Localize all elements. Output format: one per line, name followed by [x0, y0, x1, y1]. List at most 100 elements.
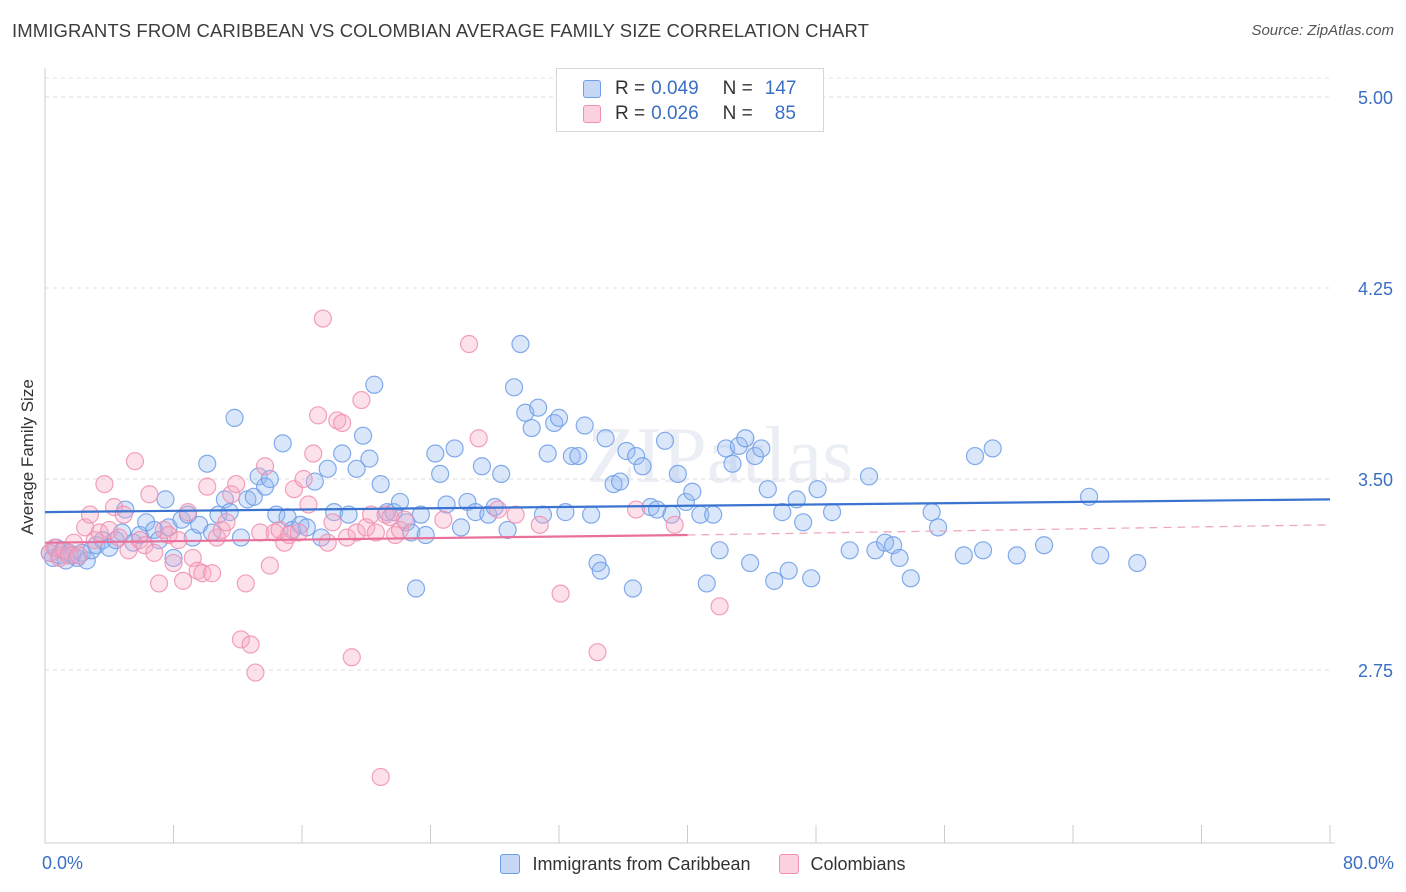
watermark: ZIPatlas	[587, 412, 854, 500]
data-point	[249, 467, 268, 486]
data-point	[802, 569, 821, 588]
data-point	[575, 416, 594, 435]
data-point	[479, 505, 498, 524]
data-point	[308, 406, 328, 425]
data-point	[859, 467, 879, 486]
data-point	[164, 553, 183, 573]
data-point	[808, 480, 827, 499]
data-point	[752, 439, 771, 458]
data-point	[704, 505, 723, 524]
data-point	[202, 564, 222, 583]
data-point	[710, 597, 729, 616]
data-point	[562, 446, 581, 466]
data-point	[390, 492, 410, 512]
data-point	[697, 574, 716, 593]
data-point	[954, 546, 973, 565]
data-point	[145, 543, 164, 562]
data-point	[106, 531, 125, 550]
data-point	[227, 474, 246, 494]
data-point	[1128, 553, 1147, 573]
data-point	[371, 767, 390, 787]
data-point	[431, 464, 450, 484]
colombians-points	[40, 309, 729, 787]
data-point	[736, 429, 755, 448]
y-tick-label: 5.00	[1358, 88, 1393, 108]
data-point	[983, 439, 1002, 458]
n-value: 85	[774, 103, 796, 124]
data-point	[588, 643, 607, 662]
data-point	[529, 398, 548, 417]
data-point	[498, 520, 517, 540]
data-point	[492, 464, 511, 484]
data-point	[901, 569, 920, 588]
data-point	[965, 446, 985, 466]
data-point	[591, 561, 610, 580]
data-point	[222, 485, 241, 504]
data-point	[140, 485, 159, 504]
data-point	[231, 630, 251, 649]
data-point	[822, 503, 842, 522]
y-tick-label: 4.25	[1358, 279, 1393, 299]
data-point	[365, 375, 384, 394]
data-point	[244, 487, 263, 506]
data-point	[188, 561, 207, 580]
stats-row-colombians: R = 0.026 N = 85	[583, 102, 796, 126]
n-label: N =	[722, 103, 753, 124]
data-point	[80, 505, 100, 524]
data-point	[95, 474, 114, 494]
r-value: 0.049	[651, 78, 699, 99]
data-point	[668, 464, 687, 484]
caribbean-swatch	[583, 80, 601, 98]
data-point	[145, 520, 164, 540]
data-point	[125, 452, 145, 471]
data-point	[352, 390, 371, 410]
data-point	[231, 528, 251, 547]
data-point	[406, 579, 426, 598]
data-point	[304, 444, 323, 463]
legend-item-colombians: Colombians	[778, 854, 906, 875]
data-point	[114, 505, 133, 524]
legend-item-caribbean: Immigrants from Caribbean	[500, 853, 751, 875]
data-point	[130, 531, 149, 550]
data-point	[40, 543, 59, 562]
colombians-trend-extension	[687, 524, 1331, 536]
r-value: 0.026	[651, 103, 699, 124]
data-point	[504, 378, 524, 397]
data-point	[840, 541, 859, 560]
data-point	[246, 663, 265, 682]
stats-legend: R = 0.049 N = 147 R = 0.026 N = 85	[556, 68, 824, 132]
data-point	[794, 513, 813, 532]
data-point	[1091, 546, 1110, 565]
data-point	[582, 505, 601, 524]
data-point	[236, 574, 255, 593]
data-point	[154, 520, 173, 540]
data-point	[626, 446, 646, 466]
data-point	[459, 334, 479, 354]
data-point	[294, 469, 313, 489]
data-point	[445, 439, 464, 458]
data-point	[149, 574, 169, 593]
data-point	[220, 503, 239, 522]
data-point	[633, 457, 652, 476]
data-point	[339, 505, 358, 524]
stats-row-caribbean: R = 0.049 N = 147	[583, 77, 796, 101]
data-point	[469, 429, 488, 448]
data-point	[551, 584, 570, 603]
data-point	[530, 515, 549, 534]
data-point	[366, 523, 385, 542]
data-point	[569, 446, 588, 466]
data-point	[198, 477, 217, 496]
data-point	[683, 482, 702, 501]
data-point	[773, 503, 792, 522]
y-axis-title: Average Family Size	[18, 379, 37, 535]
data-point	[928, 518, 948, 537]
data-point	[241, 635, 260, 654]
data-point	[723, 454, 742, 473]
colombians-swatch	[583, 105, 601, 123]
data-point	[411, 505, 430, 524]
data-point	[273, 434, 292, 453]
data-point	[506, 505, 525, 524]
data-point	[164, 548, 183, 568]
legend-label: Immigrants from Caribbean	[532, 853, 751, 874]
